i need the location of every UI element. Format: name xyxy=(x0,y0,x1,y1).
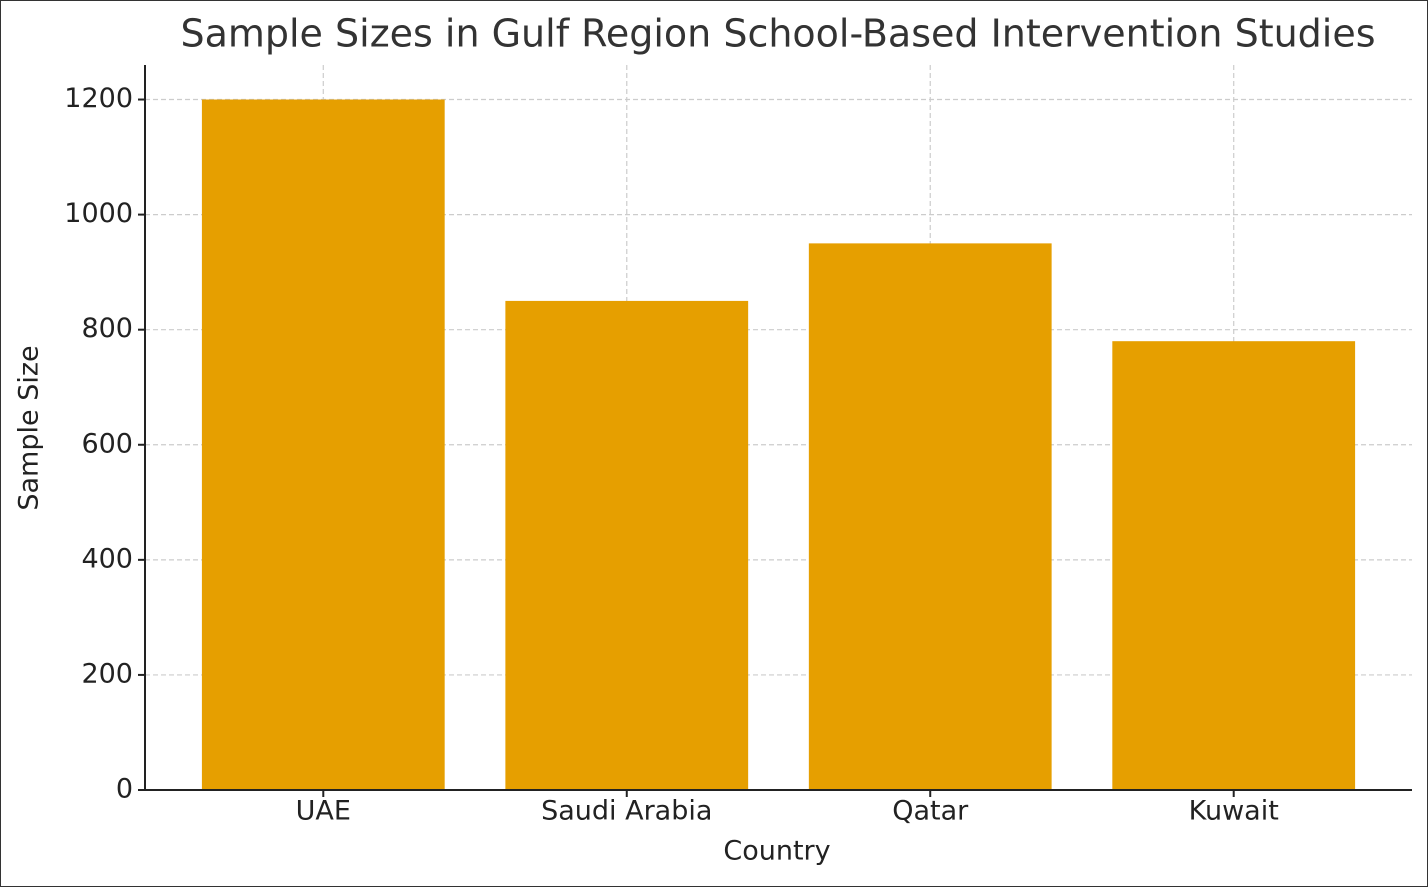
x-tick-label: Qatar xyxy=(892,796,969,827)
y-tick-label: 600 xyxy=(81,428,133,459)
y-tick-label: 1000 xyxy=(64,198,133,229)
x-tick-label: Kuwait xyxy=(1189,796,1279,827)
y-tick-label: 0 xyxy=(116,774,133,805)
bar xyxy=(201,99,445,791)
bar xyxy=(808,243,1052,790)
y-tick-label: 800 xyxy=(81,313,133,344)
x-tick-label: UAE xyxy=(296,796,351,827)
chart-title: Sample Sizes in Gulf Region School-Based… xyxy=(180,12,1375,56)
y-axis-label: Sample Size xyxy=(14,345,45,510)
x-axis-label: Country xyxy=(723,836,830,867)
bar xyxy=(505,300,749,790)
bar xyxy=(1112,341,1356,790)
y-tick-label: 200 xyxy=(81,658,133,689)
y-tick-label: 400 xyxy=(81,543,133,574)
x-tick-label: Saudi Arabia xyxy=(541,796,712,827)
y-tick-label: 1200 xyxy=(64,83,133,114)
